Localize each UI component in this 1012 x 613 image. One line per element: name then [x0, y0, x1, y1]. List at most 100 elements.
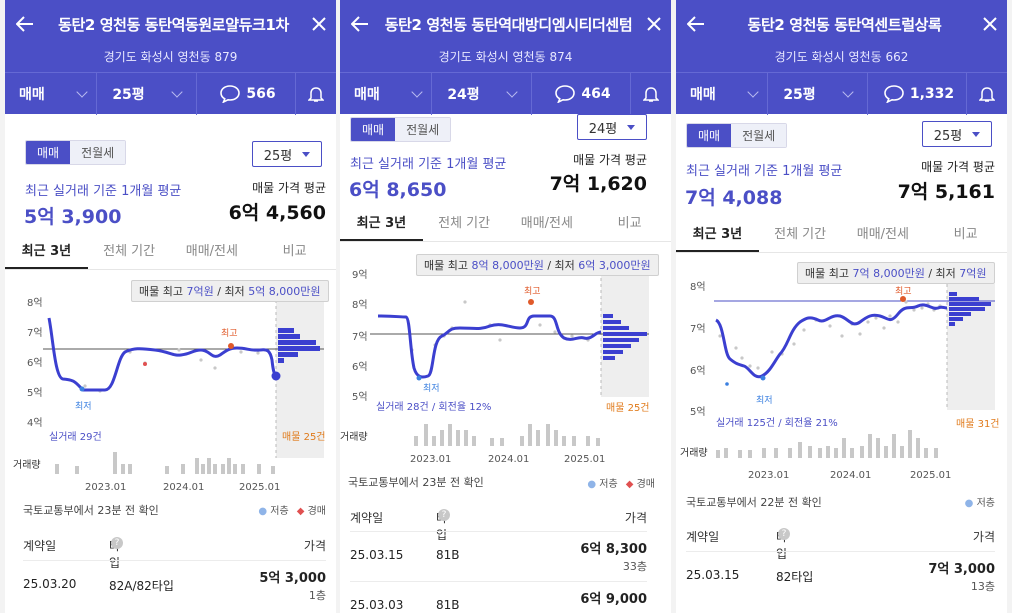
price-chart: 매물 최고 8억 8,000만원 / 최저 6억 3,000만원 9억 8억 7… — [340, 250, 671, 480]
size-filter[interactable]: 25평 — [97, 72, 197, 115]
legend-auction-label: 경매 — [307, 506, 326, 517]
table-row[interactable]: 25.03.15 82타입 7억 3,000 13층 — [686, 551, 995, 601]
bell-icon[interactable] — [631, 73, 671, 115]
close-icon[interactable] — [637, 0, 671, 48]
tab-compare[interactable]: 비교 — [953, 227, 978, 242]
x-tick: 2025.01 — [910, 470, 952, 481]
row-floor: 13층 — [970, 580, 995, 593]
listing-range-tooltip: 매물 최고 8억 8,000만원 / 최저 6억 3,000만원 — [416, 254, 659, 276]
complex-title: 동탄2 영천동 동탄역대방디엠시티더센텀 — [384, 15, 633, 34]
row-floor: 33층 — [622, 560, 647, 573]
y-tick: 8억 — [27, 298, 43, 309]
help-icon[interactable]: ? — [111, 537, 123, 549]
bell-icon[interactable] — [967, 73, 1007, 115]
row-date: 25.03.03 — [350, 598, 404, 612]
low-floor-point — [725, 382, 729, 386]
close-icon[interactable] — [302, 0, 336, 48]
panel-header: 동탄2 영천동 동탄역대방디엠시티더센텀 경기도 화성시 영천동 874 매매 … — [340, 0, 671, 115]
deal-type-filter[interactable]: 매매 — [5, 72, 97, 115]
min-point — [416, 375, 422, 381]
segment-rent[interactable]: 전월세 — [70, 141, 126, 164]
segment-sale[interactable]: 매매 — [687, 124, 732, 147]
help-icon[interactable]: ? — [438, 509, 450, 521]
tab-recent-3y[interactable]: 최근 3년 — [676, 219, 759, 252]
back-arrow-icon[interactable] — [5, 0, 45, 48]
y-tick: 5억 — [27, 388, 43, 399]
tab-sale-jeonse[interactable]: 매매/전세 — [856, 227, 909, 242]
trade-line — [377, 314, 602, 379]
segment-rent[interactable]: 전월세 — [395, 118, 451, 141]
tab-all-period[interactable]: 전체 기간 — [774, 227, 827, 242]
help-icon[interactable]: ? — [778, 528, 790, 540]
tab-compare[interactable]: 비교 — [282, 244, 307, 259]
tab-sale-jeonse[interactable]: 매매/전세 — [520, 216, 573, 231]
tip-high-label: 매물 최고 — [805, 267, 849, 280]
avg-price: 7억 4,088 — [685, 187, 783, 209]
deal-type-filter[interactable]: 매매 — [676, 72, 768, 115]
trade-table-header: 계약일 타입? 가격 — [23, 537, 326, 570]
bell-icon[interactable] — [296, 73, 336, 115]
legend-low: ● 저층 — [587, 479, 618, 490]
tab-sale-jeonse[interactable]: 매매/전세 — [185, 244, 238, 259]
close-icon[interactable] — [973, 0, 1007, 48]
y-tick: 7억 — [690, 324, 706, 335]
back-arrow-icon[interactable] — [676, 0, 716, 48]
max-label: 최고 — [895, 287, 912, 297]
size-filter[interactable]: 25평 — [768, 72, 868, 115]
size-dropdown[interactable]: 25평 — [252, 141, 322, 167]
deal-type-filter[interactable]: 매매 — [340, 72, 432, 115]
listing-count: 매물 25건 — [606, 403, 650, 414]
auction-point — [143, 362, 147, 366]
trade-line — [47, 317, 278, 392]
size-dropdown[interactable]: 25평 — [922, 121, 992, 147]
comments-button[interactable]: 1,332 — [868, 72, 967, 115]
deal-type-label: 매매 — [690, 86, 716, 103]
price-chart-svg — [43, 282, 324, 474]
tab-all-period[interactable]: 전체 기간 — [438, 216, 491, 231]
complex-address: 경기도 화성시 영천동 662 — [774, 50, 909, 64]
size-filter[interactable]: 24평 — [432, 72, 532, 115]
avg-price: 5억 3,900 — [24, 206, 122, 228]
ask-price: 6억 4,560 — [228, 202, 326, 224]
back-arrow-icon[interactable] — [340, 0, 380, 48]
chevron-down-icon — [747, 85, 759, 98]
max-point — [528, 299, 534, 305]
tab-recent-3y[interactable]: 최근 3년 — [5, 236, 88, 269]
min-label: 최저 — [423, 384, 440, 394]
table-row[interactable]: 25.03.03 81B 6억 9,000 — [350, 581, 647, 613]
period-tabs: 최근 3년 전체 기간 매매/전세 비교 — [676, 219, 1007, 253]
tab-all-period[interactable]: 전체 기간 — [103, 244, 156, 259]
row-type: 81B — [436, 548, 460, 562]
comment-count: 1,332 — [909, 85, 955, 102]
filter-bar: 매매 25평 566 — [5, 72, 336, 115]
tab-recent-3y[interactable]: 최근 3년 — [340, 208, 423, 241]
listing-count: 매물 31건 — [956, 419, 1000, 430]
legend-low-label: 저층 — [976, 498, 995, 509]
speech-bubble-icon — [555, 84, 576, 103]
ask-price: 7억 1,620 — [549, 173, 647, 195]
tab-compare[interactable]: 비교 — [617, 216, 642, 231]
table-row[interactable]: 25.03.15 81B 6억 8,300 33층 — [350, 531, 647, 581]
scatter-points — [410, 300, 590, 352]
table-row[interactable]: 25.03.20 82A/82타입 5억 3,000 1층 — [23, 560, 326, 610]
size-label: 25평 — [112, 86, 145, 103]
listing-area — [276, 282, 324, 458]
price-chart-svg — [714, 284, 995, 458]
col-price: 가격 — [972, 530, 995, 544]
legend-low-label: 저층 — [599, 479, 618, 490]
comments-button[interactable]: 566 — [197, 72, 296, 115]
comments-button[interactable]: 464 — [532, 72, 631, 115]
segment-rent[interactable]: 전월세 — [731, 124, 787, 147]
complex-title: 동탄2 영천동 동탄역센트럴상록 — [747, 15, 942, 34]
max-label: 최고 — [524, 287, 541, 297]
speech-bubble-icon — [220, 84, 241, 103]
segment-sale[interactable]: 매매 — [26, 141, 71, 164]
deal-segment: 매매 전월세 — [350, 117, 452, 142]
size-dropdown[interactable]: 24평 — [577, 114, 647, 140]
complex-address: 경기도 화성시 영천동 874 — [438, 50, 573, 64]
trade-count: 실거래 29건 — [49, 432, 102, 443]
segment-sale[interactable]: 매매 — [351, 118, 396, 141]
trade-count: 실거래 28건 / 회전율 12% — [376, 402, 492, 413]
chevron-down-icon — [842, 85, 854, 98]
tip-low-label: 최저 — [554, 259, 575, 272]
